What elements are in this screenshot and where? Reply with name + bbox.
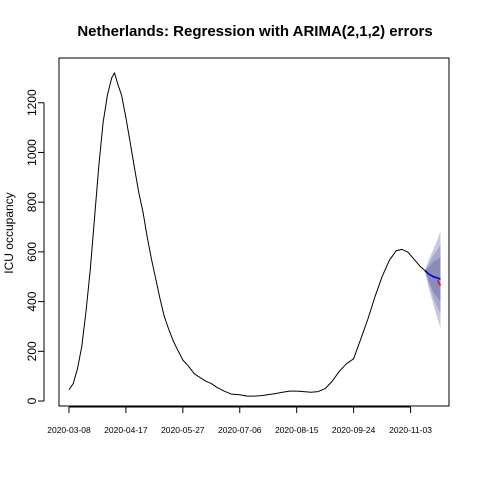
- x-tick-label: 2020-11-03: [389, 425, 432, 435]
- x-tick-label: 2020-04-17: [104, 425, 148, 435]
- forecast-interval-bands: [424, 230, 441, 328]
- y-tick-label: 800: [25, 192, 39, 212]
- y-tick-label: 0: [25, 397, 39, 404]
- x-tick-label: 2020-05-27: [161, 425, 205, 435]
- series-line-2: [436, 280, 442, 286]
- y-axis-label: ICU occupancy: [2, 192, 16, 273]
- plot-frame: [58, 57, 450, 407]
- x-tick-label: 2020-09-24: [332, 425, 376, 435]
- y-tick-label: 400: [25, 291, 39, 311]
- y-tick-label: 1200: [25, 89, 39, 116]
- series-lines: [68, 72, 442, 397]
- x-axis: 2020-03-08 2020-04-17 2020-05-27 2020-07-06…: [47, 406, 432, 435]
- chart-title: Netherlands: Regression with ARIMA(2,1,2…: [77, 23, 432, 40]
- y-tick-label: 1000: [25, 139, 39, 166]
- y-tick-label: 600: [25, 242, 39, 262]
- y-axis: 0 200 400 600 800 1000 1200: [25, 89, 45, 404]
- series-line-1: [424, 269, 441, 280]
- y-tick-label: 200: [25, 341, 39, 361]
- x-tick-label: 2020-07-06: [218, 425, 262, 435]
- forecast-band-2: [424, 256, 441, 302]
- series-line-0: [68, 72, 426, 397]
- x-tick-label: 2020-08-15: [275, 425, 319, 435]
- x-tick-label: 2020-03-08: [47, 425, 91, 435]
